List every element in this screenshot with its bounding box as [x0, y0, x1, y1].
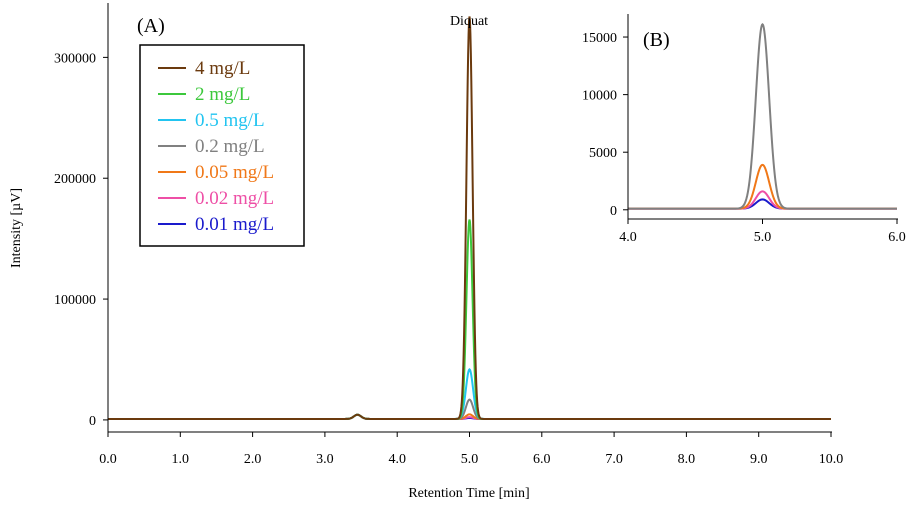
- legend-label: 4 mg/L: [195, 58, 250, 79]
- legend-label: 0.2 mg/L: [195, 136, 265, 157]
- main-x-tick-label: 10.0: [819, 452, 844, 467]
- legend-label: 0.02 mg/L: [195, 188, 274, 209]
- inset-y-tick-label: 0: [610, 204, 617, 219]
- diquat-annotation: Diquat: [450, 14, 488, 29]
- main-y-tick-label: 200000: [54, 172, 96, 187]
- inset-x-tick-label: 4.0: [619, 230, 637, 245]
- series-line-0-2-mg-l: [108, 398, 831, 420]
- inset-x-tick-label: 5.0: [754, 230, 772, 245]
- main-x-tick-label: 1.0: [172, 452, 190, 467]
- main-x-tick-label: 3.0: [316, 452, 334, 467]
- series-line-2-mg-l: [108, 219, 831, 420]
- inset-series-lines: [628, 23, 897, 210]
- inset-series-line-0-05-mg-l: [628, 163, 897, 210]
- main-y-ticks: 0 100000 200000 300000: [54, 51, 108, 429]
- inset-y-tick-label: 15000: [582, 31, 617, 46]
- inset-y-ticks: 0 5000 10000 15000: [582, 31, 628, 219]
- x-axis-title: Retention Time [min]: [408, 486, 529, 501]
- main-y-tick-label: 0: [89, 414, 96, 429]
- legend-label: 0.5 mg/L: [195, 110, 265, 131]
- inset-panel: 4.0 5.0 6.0 0 5000 10000 15000 (B): [582, 14, 906, 245]
- y-axis-title: Intensity [µV]: [9, 188, 24, 268]
- panel-label-b: (B): [643, 29, 670, 51]
- inset-y-tick-label: 5000: [589, 146, 617, 161]
- main-panel: 0.0 1.0 2.0 3.0 4.0 5.0 6.0 7.0 8.0 9.0 10.0 0 1000…: [9, 3, 843, 501]
- main-y-tick-label: 300000: [54, 51, 96, 66]
- main-x-tick-label: 6.0: [533, 452, 551, 467]
- main-x-tick-label: 8.0: [678, 452, 696, 467]
- main-x-tick-label: 2.0: [244, 452, 262, 467]
- inset-x-ticks: 4.0 5.0 6.0: [619, 219, 906, 245]
- legend-items: 4 mg/L 2 mg/L 0.5 mg/L 0.2 mg/L 0.05 mg/L 0.0…: [158, 58, 274, 235]
- inset-series-line-0-01-mg-l: [628, 198, 897, 210]
- main-y-tick-label: 100000: [54, 293, 96, 308]
- main-x-ticks: 0.0 1.0 2.0 3.0 4.0 5.0 6.0 7.0 8.0 9.0 10.0: [99, 432, 843, 467]
- legend-label: 0.05 mg/L: [195, 162, 274, 183]
- legend-label: 2 mg/L: [195, 84, 250, 105]
- panel-label-a: (A): [137, 15, 165, 37]
- inset-series-line-0-2-mg-l: [628, 23, 897, 210]
- main-x-tick-label: 7.0: [605, 452, 623, 467]
- main-series-lines: [108, 16, 831, 420]
- legend: 4 mg/L 2 mg/L 0.5 mg/L 0.2 mg/L 0.05 mg/L 0.0…: [139, 44, 305, 247]
- main-x-tick-label: 9.0: [750, 452, 768, 467]
- legend-label: 0.01 mg/L: [195, 214, 274, 235]
- series-line-4-mg-l: [108, 16, 831, 420]
- main-x-tick-label: 5.0: [461, 452, 479, 467]
- main-x-tick-label: 4.0: [388, 452, 406, 467]
- main-x-tick-label: 0.0: [99, 452, 117, 467]
- series-line-0-5-mg-l: [108, 368, 831, 420]
- inset-x-tick-label: 6.0: [888, 230, 906, 245]
- inset-y-tick-label: 10000: [582, 89, 617, 104]
